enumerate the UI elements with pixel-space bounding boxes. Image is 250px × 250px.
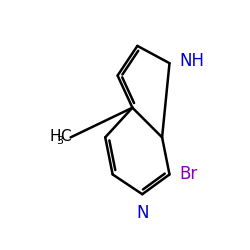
Text: NH: NH xyxy=(180,52,204,70)
Text: 3: 3 xyxy=(56,136,64,146)
Text: C: C xyxy=(60,128,70,144)
Text: H: H xyxy=(50,128,61,144)
Text: Br: Br xyxy=(180,166,198,184)
Text: N: N xyxy=(136,204,148,222)
